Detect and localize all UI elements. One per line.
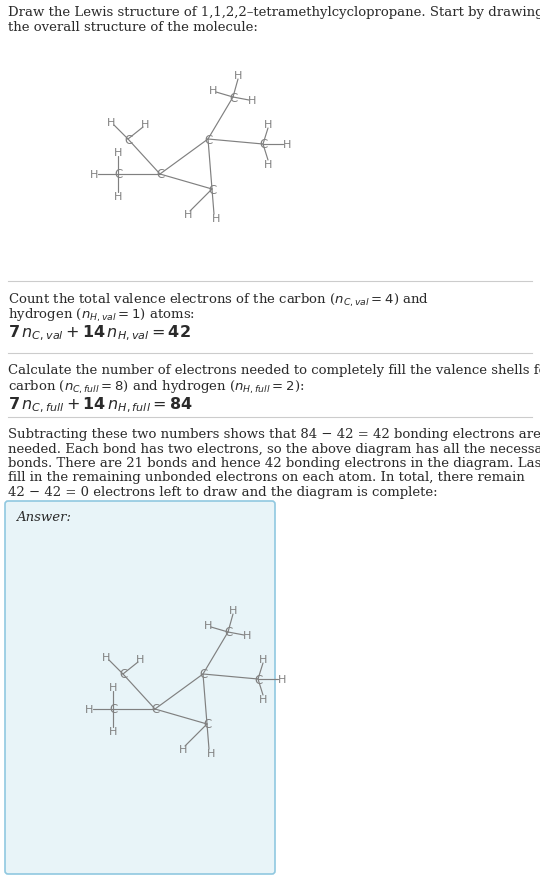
Text: H: H — [243, 631, 251, 640]
Text: C: C — [124, 133, 132, 146]
Text: Answer:: Answer: — [16, 510, 71, 524]
Text: H: H — [264, 160, 272, 170]
Text: H: H — [107, 118, 115, 128]
Text: H: H — [109, 726, 117, 736]
Text: H: H — [212, 214, 220, 224]
Text: C: C — [229, 91, 237, 104]
Text: C: C — [208, 183, 216, 196]
Text: Draw the Lewis structure of 1,1,2,2–tetramethylcyclopropane. Start by drawing: Draw the Lewis structure of 1,1,2,2–tetr… — [8, 6, 540, 19]
Text: fill in the remaining unbonded electrons on each atom. In total, there remain: fill in the remaining unbonded electrons… — [8, 471, 525, 484]
Text: H: H — [229, 605, 237, 616]
Text: H: H — [278, 674, 286, 684]
Text: C: C — [156, 168, 164, 182]
Text: C: C — [203, 717, 211, 731]
Text: H: H — [114, 192, 122, 202]
Text: Count the total valence electrons of the carbon ($n_{C,val} = 4$) and: Count the total valence electrons of the… — [8, 292, 429, 309]
Text: $\mathbf{7}\,n_{C,val} + \mathbf{14}\,n_{H,val} = \mathbf{42}$: $\mathbf{7}\,n_{C,val} + \mathbf{14}\,n_… — [8, 324, 191, 343]
Text: H: H — [209, 86, 217, 96]
Text: hydrogen ($n_{H,val} = 1$) atoms:: hydrogen ($n_{H,val} = 1$) atoms: — [8, 307, 195, 324]
Text: H: H — [141, 120, 149, 130]
Text: the overall structure of the molecule:: the overall structure of the molecule: — [8, 21, 258, 34]
Text: H: H — [283, 139, 291, 150]
Text: H: H — [114, 148, 122, 158]
Text: H: H — [90, 170, 98, 180]
Text: H: H — [109, 682, 117, 692]
Text: carbon ($n_{C,full} = 8$) and hydrogen ($n_{H,full} = 2$):: carbon ($n_{C,full} = 8$) and hydrogen (… — [8, 379, 305, 396]
Text: Calculate the number of electrons needed to completely fill the valence shells f: Calculate the number of electrons needed… — [8, 364, 540, 376]
Text: C: C — [224, 626, 232, 638]
Text: H: H — [179, 745, 187, 754]
FancyBboxPatch shape — [5, 502, 275, 874]
Text: H: H — [259, 695, 267, 704]
Text: H: H — [259, 654, 267, 664]
Text: H: H — [136, 654, 144, 664]
Text: C: C — [114, 168, 122, 182]
Text: C: C — [254, 673, 262, 686]
Text: needed. Each bond has two electrons, so the above diagram has all the necessary: needed. Each bond has two electrons, so … — [8, 442, 540, 455]
Text: C: C — [151, 702, 159, 716]
Text: Subtracting these two numbers shows that 84 − 42 = 42 bonding electrons are: Subtracting these two numbers shows that… — [8, 427, 540, 440]
Text: C: C — [204, 133, 212, 146]
Text: 42 − 42 = 0 electrons left to draw and the diagram is complete:: 42 − 42 = 0 electrons left to draw and t… — [8, 486, 437, 498]
Text: H: H — [207, 748, 215, 758]
Text: H: H — [85, 704, 93, 714]
Text: bonds. There are 21 bonds and hence 42 bonding electrons in the diagram. Lastly,: bonds. There are 21 bonds and hence 42 b… — [8, 457, 540, 469]
Text: C: C — [199, 667, 207, 681]
Text: C: C — [259, 139, 267, 152]
Text: H: H — [184, 210, 192, 220]
Text: H: H — [102, 652, 110, 662]
Text: C: C — [119, 667, 127, 681]
Text: $\mathbf{7}\,n_{C,full} + \mathbf{14}\,n_{H,full} = \mathbf{84}$: $\mathbf{7}\,n_{C,full} + \mathbf{14}\,n… — [8, 396, 193, 415]
Text: H: H — [264, 120, 272, 130]
Text: H: H — [204, 620, 212, 631]
Text: H: H — [248, 96, 256, 106]
Text: H: H — [234, 71, 242, 81]
Text: C: C — [109, 702, 117, 716]
